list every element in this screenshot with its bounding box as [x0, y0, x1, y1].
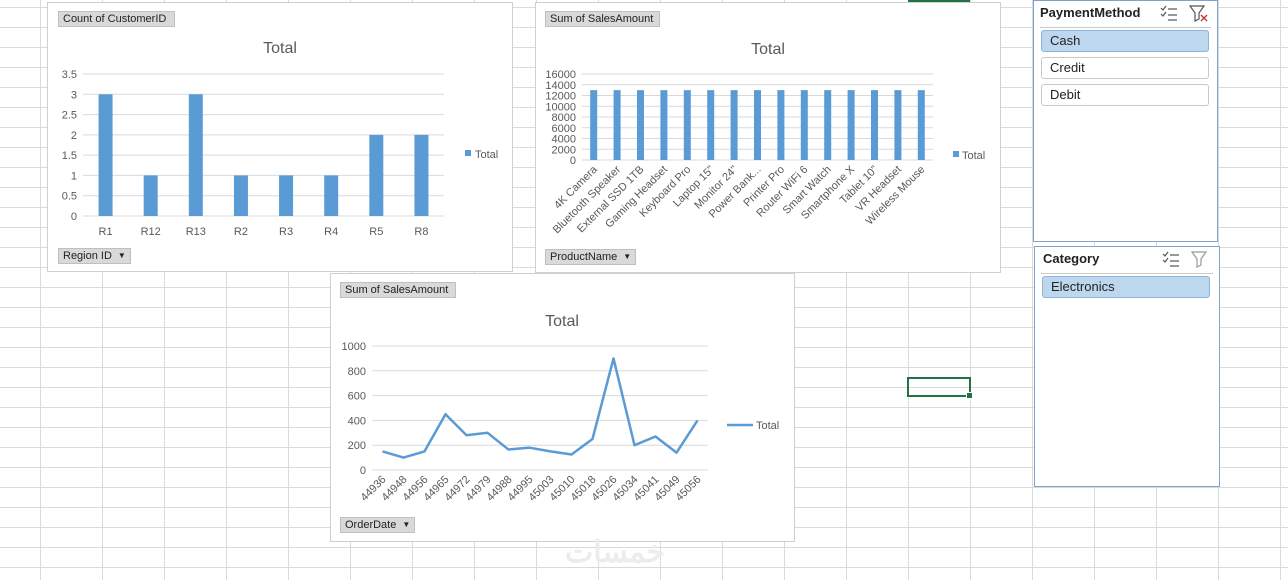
product-chart-title: Total [751, 41, 785, 58]
orderdate-axis-label: OrderDate [345, 519, 397, 531]
active-cell[interactable] [907, 377, 973, 399]
product-chart-plot: Total 0200040006000800010000120001400016… [545, 41, 985, 236]
slicer-divider [1041, 273, 1213, 274]
x-tick-label: R12 [141, 226, 161, 238]
y-tick-label: 14000 [545, 80, 576, 92]
bar-9 [800, 90, 808, 160]
paymentmethod-slicer[interactable]: PaymentMethod Cash Credit Debit [1033, 0, 1218, 242]
region-chart-title: Total [263, 40, 297, 57]
y-tick-label: 1 [71, 170, 77, 182]
product-legend-swatch [953, 151, 959, 157]
y-tick-label: 200 [348, 440, 366, 452]
bar-6 [730, 90, 738, 160]
productname-axis-button[interactable]: ProductName ▼ [545, 249, 637, 265]
bar-2 [637, 90, 644, 160]
y-tick-label: 6000 [552, 123, 576, 135]
bar-0 [98, 94, 113, 216]
selected-column-marker [908, 0, 970, 2]
series-line [382, 357, 699, 459]
bar-11 [847, 90, 855, 160]
x-tick-label: R5 [369, 226, 383, 238]
y-tick-label: 0 [570, 155, 576, 167]
bar-3 [233, 175, 248, 216]
slicer-item-electronics[interactable]: Electronics [1042, 276, 1210, 298]
product-legend-label: Total [962, 150, 985, 162]
bar-10 [824, 90, 832, 160]
bar-0 [590, 90, 598, 160]
category-slicer[interactable]: Category Electronics [1034, 246, 1220, 487]
y-tick-label: 3.5 [62, 69, 77, 81]
orderdate-axis-button[interactable]: OrderDate ▼ [340, 517, 416, 533]
y-tick-label: 2000 [552, 144, 576, 156]
y-tick-label: 1.5 [62, 150, 77, 162]
category-slicer-title: Category [1043, 251, 1100, 266]
y-tick-label: 8000 [552, 112, 576, 124]
dropdown-arrow-icon: ▼ [623, 252, 632, 261]
product-pivot-chart[interactable]: Sum of SalesAmount Total 0 2000 4000 6000 80… [535, 2, 1001, 273]
y-tick-label: 1000 [342, 341, 366, 353]
region-id-axis-button[interactable]: Region ID ▼ [58, 248, 131, 264]
bar-1 [143, 175, 158, 216]
y-tick-label: 12000 [545, 91, 576, 103]
bar-12 [871, 90, 878, 160]
y-tick-label: 0 [71, 211, 77, 223]
y-tick-label: 0 [360, 465, 366, 477]
bar-14 [917, 90, 925, 160]
x-tick-label: R1 [99, 226, 113, 238]
sum-salesamount-field-button-2[interactable]: Sum of SalesAmount [340, 282, 456, 298]
bar-3 [660, 90, 668, 160]
bar-4 [683, 90, 691, 160]
y-tick-label: 4000 [552, 134, 576, 146]
watermark: خمسات [565, 536, 666, 569]
multi-select-icon[interactable] [1161, 250, 1181, 268]
orderdate-pivot-chart[interactable]: Sum of SalesAmount Total 0 200 400 600 800 10… [330, 273, 795, 542]
region-id-axis-label: Region ID [63, 250, 112, 262]
x-tick-label: R2 [234, 226, 248, 238]
slicer-item-debit[interactable]: Debit [1041, 84, 1209, 106]
bar-6 [369, 134, 384, 216]
y-tick-label: 0.5 [62, 191, 77, 203]
bar-4 [279, 175, 294, 216]
y-tick-label: 2 [71, 130, 77, 142]
clear-filter-icon[interactable] [1188, 4, 1209, 22]
slicer-item-credit[interactable]: Credit [1041, 57, 1209, 79]
y-tick-label: 10000 [545, 101, 576, 113]
x-tick-label: R13 [186, 226, 206, 238]
region-chart-plot: Total 0 0.5 1 1.5 2 2.5 3 3.5 R1 R12 R13 R2 R3 R4 R5 R8… [62, 40, 499, 238]
productname-axis-label: ProductName [550, 251, 618, 263]
orderdate-chart-plot: Total 0200400600800100044936449484495644… [342, 313, 780, 504]
bar-5 [707, 90, 715, 160]
slicer-divider [1040, 27, 1211, 28]
x-tick-label: R3 [279, 226, 293, 238]
y-tick-label: 800 [348, 366, 366, 378]
y-tick-label: 3 [71, 89, 77, 101]
y-tick-label: 600 [348, 391, 366, 403]
orderdate-legend-label: Total [756, 420, 779, 432]
bar-7 [414, 134, 429, 216]
x-tick-label: R8 [414, 226, 428, 238]
region-legend-label: Total [475, 149, 498, 161]
filter-icon[interactable] [1190, 250, 1211, 268]
orderdate-chart-title: Total [545, 313, 579, 330]
count-customerid-field-button[interactable]: Count of CustomerID [58, 11, 175, 27]
x-tick-label: R4 [324, 226, 338, 238]
bar-2 [188, 94, 203, 216]
bar-13 [894, 90, 902, 160]
dropdown-arrow-icon: ▼ [402, 520, 411, 529]
region-pivot-chart[interactable]: Count of CustomerID Total 0 0.5 1 1.5 2 2.5 3 3… [47, 2, 513, 272]
bar-7 [754, 90, 761, 160]
bar-8 [777, 90, 785, 160]
region-legend-swatch [465, 150, 471, 156]
dropdown-arrow-icon: ▼ [117, 251, 126, 260]
y-tick-label: 2.5 [62, 110, 77, 122]
y-tick-label: 16000 [545, 69, 576, 81]
bar-1 [613, 90, 621, 160]
slicer-item-cash[interactable]: Cash [1041, 30, 1209, 52]
paymentmethod-slicer-title: PaymentMethod [1040, 5, 1141, 20]
bar-5 [324, 175, 339, 216]
sum-salesamount-field-button[interactable]: Sum of SalesAmount [545, 11, 660, 27]
y-tick-label: 400 [348, 415, 366, 427]
multi-select-icon[interactable] [1159, 4, 1179, 22]
